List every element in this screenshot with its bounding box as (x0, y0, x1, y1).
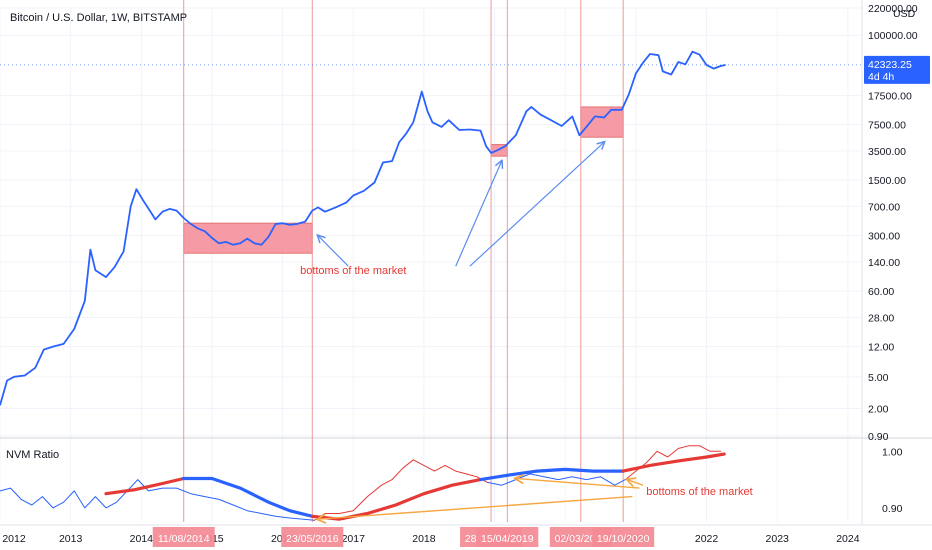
annotations: bottoms of the market bottoms of the mark… (300, 265, 753, 498)
price-line-0[interactable] (0, 50, 726, 406)
date-label-bg-0 (152, 527, 215, 547)
date-label-bg-1 (281, 527, 344, 547)
nvm-tick-label-0: 1.00 (882, 446, 903, 458)
annotation-arrows (318, 142, 644, 520)
nvm-arrow-2020 (627, 480, 644, 486)
last-price-box (864, 55, 930, 84)
date-label-0: 11/08/2014 (158, 533, 210, 545)
date-label-5: 19/10/2020 (597, 533, 650, 545)
price-tick-label-2: 17500.00 (868, 90, 912, 102)
nvm-arrow-2019 (516, 478, 640, 489)
price-tick-label-9: 60.00 (868, 286, 894, 298)
price-tick-label-11: 12.00 (868, 342, 894, 354)
price-series[interactable] (0, 50, 726, 406)
nvm-y-axis[interactable]: 1.00 0.90 (882, 446, 903, 515)
nvm-arrow-2016 (318, 495, 633, 520)
price-unit-label: USD (893, 8, 916, 20)
price-annotation: bottoms of the market (300, 265, 406, 277)
price-tick-label-4: 3500.00 (868, 146, 906, 158)
date-label-bg-5 (592, 527, 655, 547)
price-chart-title: Bitcoin / U.S. Dollar, 1W, BITSTAMP (10, 12, 187, 24)
date-label-bg-3 (476, 527, 539, 547)
x-tick-label-0: 2012 (2, 533, 26, 545)
nvm-line-7[interactable] (478, 467, 625, 482)
bottom-zone-2 (580, 106, 624, 138)
vertical-lines (183, 0, 624, 522)
price-tick-label-6: 700.00 (868, 201, 900, 213)
grid (0, 0, 932, 525)
x-tick-label-5: 2017 (342, 533, 366, 545)
x-tick-label-11: 2023 (766, 533, 790, 545)
nvm-line-8[interactable] (621, 452, 726, 473)
arrow-to-2019-bottom (455, 161, 502, 267)
nvm-line-4[interactable] (104, 476, 186, 496)
arrow-to-2020-bottom (469, 142, 604, 267)
price-tick-label-5: 1500.00 (868, 175, 906, 187)
nvm-tick-label-1: 0.90 (882, 503, 903, 515)
price-tick-label-0: 220000.00 (868, 3, 918, 15)
x-tick-label-10: 2022 (695, 533, 719, 545)
last-price-countdown: 4d 4h (868, 71, 894, 83)
last-price-value: 42323.25 (868, 59, 912, 71)
price-tick-label-3: 7500.00 (868, 120, 906, 132)
price-tick-label-13: 2.00 (868, 403, 889, 415)
nvm-line-5[interactable] (182, 476, 314, 518)
date-labels: 11/08/201423/05/201628/01/201915/04/2019… (152, 527, 655, 547)
price-tick-label-7: 300.00 (868, 231, 900, 243)
x-tick-label-12: 2024 (836, 533, 860, 545)
nvm-series[interactable] (0, 445, 726, 521)
nvm-line-2[interactable] (487, 473, 626, 486)
price-tick-label-1: 100000.00 (868, 30, 918, 42)
nvm-annotation: bottoms of the market (646, 486, 752, 498)
price-tick-label-12: 5.00 (868, 372, 889, 384)
arrow-to-2015-bottom (318, 236, 349, 267)
price-y-axis[interactable]: 220000.00 100000.00 17500.00 7500.00 3500.00… (868, 3, 918, 443)
price-tick-label-10: 28.00 (868, 312, 894, 324)
price-tick-label-8: 140.00 (868, 257, 900, 269)
nvm-line-0[interactable] (0, 479, 315, 521)
nvm-line-6[interactable] (310, 478, 483, 521)
x-tick-label-1: 2013 (59, 533, 83, 545)
date-label-1: 23/05/2016 (286, 533, 339, 545)
price-tick-label-14: 0.90 (868, 431, 889, 443)
nvm-chart-title: NVM Ratio (6, 449, 59, 461)
x-tick-label-6: 2018 (412, 533, 436, 545)
date-label-3: 15/04/2019 (481, 533, 534, 545)
nvm-line-1[interactable] (313, 459, 488, 521)
x-tick-label-2: 2014 (130, 533, 154, 545)
